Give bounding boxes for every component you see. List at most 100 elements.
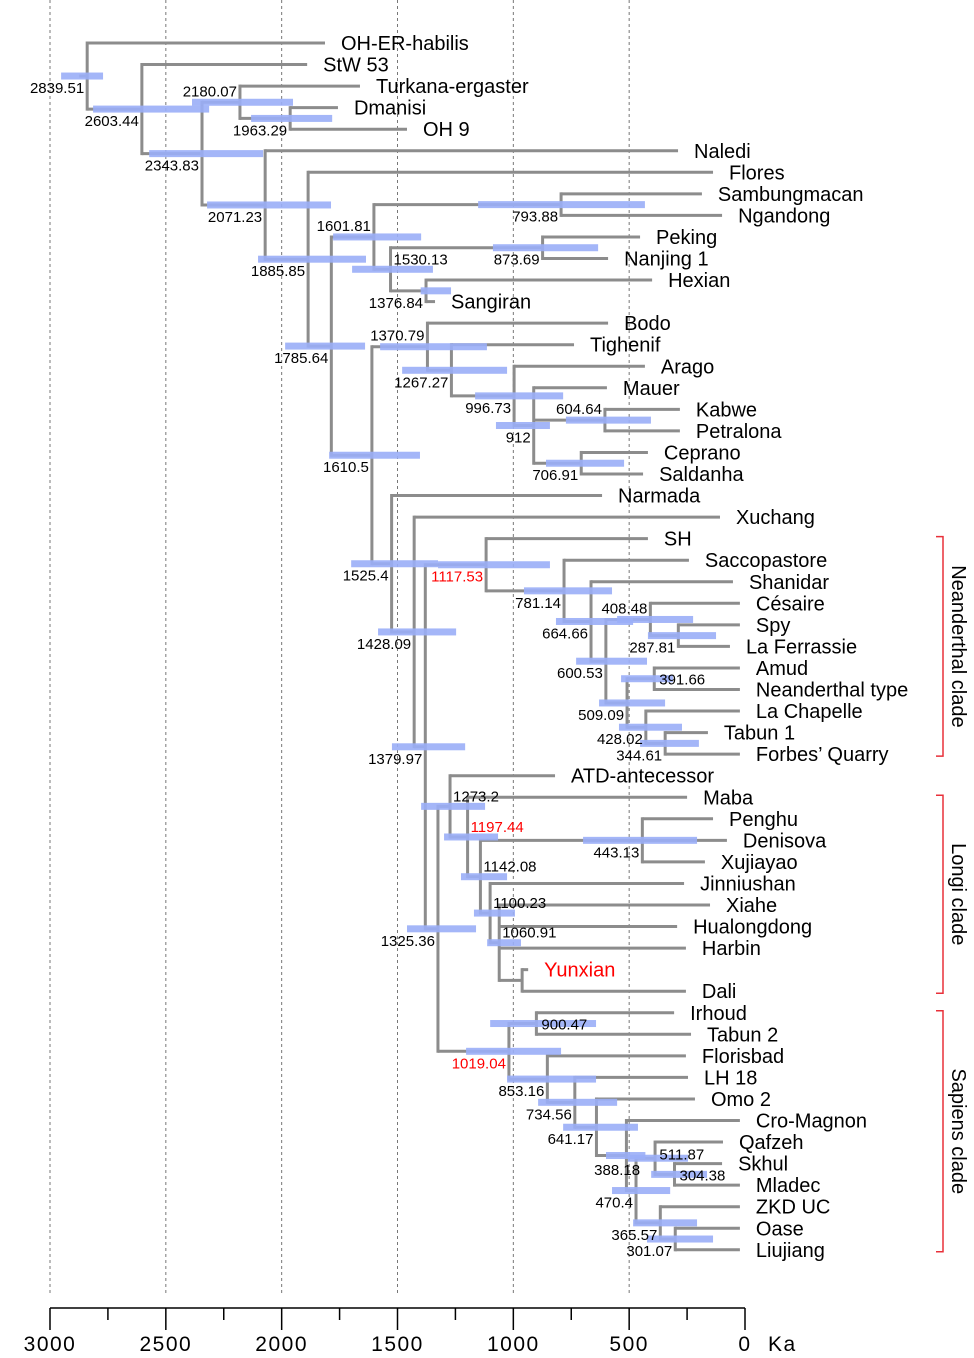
- tip-label: Dmanisi: [354, 98, 426, 120]
- node-age-label: 344.61: [616, 747, 662, 764]
- tip-label: Maba: [703, 787, 754, 809]
- node-age-label: 1601.81: [317, 218, 371, 235]
- tip-label: Ngandong: [738, 205, 830, 227]
- tip-label: Dali: [702, 981, 736, 1003]
- clade-bracket: [936, 535, 944, 757]
- time-axis: 3000 2500 2000 1500 1000 500 0 Ka: [24, 1307, 795, 1356]
- tip-label: OH-ER-habilis: [341, 33, 469, 55]
- tip-label: Kabwe: [696, 399, 757, 421]
- hpd-bar: [352, 265, 433, 273]
- tip-label: Yunxian: [544, 960, 615, 982]
- hpd-bar: [438, 561, 550, 569]
- tip-label: StW 53: [323, 55, 389, 77]
- tip-label: Mauer: [623, 378, 680, 400]
- node-age-label: 1273.2: [453, 788, 499, 805]
- hpd-bar: [460, 873, 508, 881]
- tip-label: La Chapelle: [756, 701, 863, 723]
- node-age-label: 443.13: [593, 844, 639, 861]
- hpd-bar: [421, 802, 486, 810]
- node-age-label: 304.38: [679, 1167, 725, 1184]
- hpd-bar: [444, 833, 499, 841]
- node-age-label: 511.87: [659, 1147, 704, 1164]
- tip-label: OH 9: [423, 119, 470, 141]
- tip-label: Hexian: [668, 270, 730, 292]
- tip-label: Skhul: [738, 1154, 788, 1176]
- axis-tick-label: 1500: [371, 1333, 424, 1356]
- tip-label: Hualongdong: [693, 917, 812, 939]
- node-age-label: 287.81: [629, 640, 675, 657]
- node-age-label: 391.66: [659, 672, 705, 689]
- hpd-bar: [492, 244, 599, 252]
- tip-label: Amud: [756, 658, 808, 680]
- clade-label: Neanderthal clade: [947, 565, 969, 727]
- hpd-bar: [149, 150, 264, 158]
- node-age-label: 1267.27: [394, 374, 448, 391]
- tip-label: Oase: [756, 1218, 804, 1240]
- node-age-label: 470.4: [595, 1195, 633, 1212]
- node-age-label: 1142.08: [483, 859, 536, 876]
- axis-tick-label: 3000: [24, 1333, 77, 1356]
- hpd-bar: [507, 1075, 597, 1083]
- node-age-labels: 1963.29 2180.07 793.88 873.69 1376.84 1530.13…: [30, 80, 725, 1260]
- hpd-bar: [583, 836, 698, 844]
- tip-label: Arago: [661, 356, 714, 378]
- hpd-bars: [61, 72, 717, 1243]
- node-age-label: 1379.97: [368, 751, 422, 768]
- node-age-label: 509.09: [578, 707, 624, 724]
- node-age-label: 408.48: [601, 600, 647, 617]
- hpd-bar: [285, 342, 366, 350]
- tip-label: Naledi: [694, 141, 751, 163]
- tip-label: Omo 2: [711, 1089, 771, 1111]
- hpd-bar: [545, 459, 625, 467]
- hpd-bar: [378, 628, 457, 636]
- node-age-label: 641.17: [548, 1131, 594, 1148]
- hpd-bar: [61, 72, 104, 80]
- node-age-label: 2343.83: [145, 158, 199, 175]
- hpd-bar: [478, 201, 645, 209]
- tip-label: Turkana-ergaster: [376, 76, 529, 98]
- hpd-bar: [380, 343, 487, 351]
- tip-label: Spy: [756, 615, 790, 637]
- tip-label: ATD-antecessor: [571, 766, 714, 788]
- clade-bracket: [936, 794, 944, 994]
- tip-label: Flores: [729, 162, 785, 184]
- node-age-label: 912: [506, 430, 531, 447]
- tip-label: Tabun 2: [707, 1024, 778, 1046]
- node-age-label: 1117.53: [431, 569, 483, 586]
- axis-tick-label: 500: [609, 1333, 649, 1356]
- tip-label: Forbes’ Quarry: [756, 744, 889, 766]
- node-age-label: 2180.07: [183, 83, 237, 100]
- tip-label: Bodo: [624, 313, 671, 335]
- tip-label: ZKD UC: [756, 1197, 830, 1219]
- node-age-label: 664.66: [542, 625, 588, 642]
- grid-lines: [49, 0, 630, 1296]
- node-age-label: 793.88: [512, 209, 558, 226]
- clade-label: Longi clade: [947, 843, 969, 945]
- hpd-bar: [563, 1123, 638, 1131]
- tip-label: Tighenif: [590, 335, 661, 357]
- hpd-bar: [576, 657, 648, 665]
- hpd-bar: [329, 451, 420, 459]
- tip-label: Sambungmacan: [718, 184, 864, 206]
- node-age-label: 1376.84: [369, 295, 423, 312]
- hpd-bar: [207, 201, 332, 209]
- node-age-label: 1785.64: [274, 350, 328, 367]
- axis-tick-label: 0: [738, 1333, 751, 1356]
- node-age-label: 365.57: [611, 1227, 657, 1244]
- hpd-bar: [606, 1152, 646, 1160]
- axis-tick-label: 1000: [487, 1333, 540, 1356]
- hpd-bar: [621, 675, 673, 683]
- hpd-bar: [258, 255, 366, 263]
- hpd-bar: [251, 114, 333, 122]
- tip-label: Xujiayao: [721, 852, 798, 874]
- tip-label: Petralona: [696, 421, 782, 443]
- node-age-label: 428.02: [597, 731, 643, 748]
- hpd-bar: [599, 699, 666, 707]
- tip-label: Cro-Magnon: [756, 1111, 867, 1133]
- node-age-label: 1325.36: [381, 933, 435, 950]
- tip-label: Florisbad: [702, 1046, 784, 1068]
- hpd-bar: [473, 909, 515, 917]
- node-age-label: 734.56: [526, 1106, 572, 1123]
- tip-label: Sangiran: [451, 292, 531, 314]
